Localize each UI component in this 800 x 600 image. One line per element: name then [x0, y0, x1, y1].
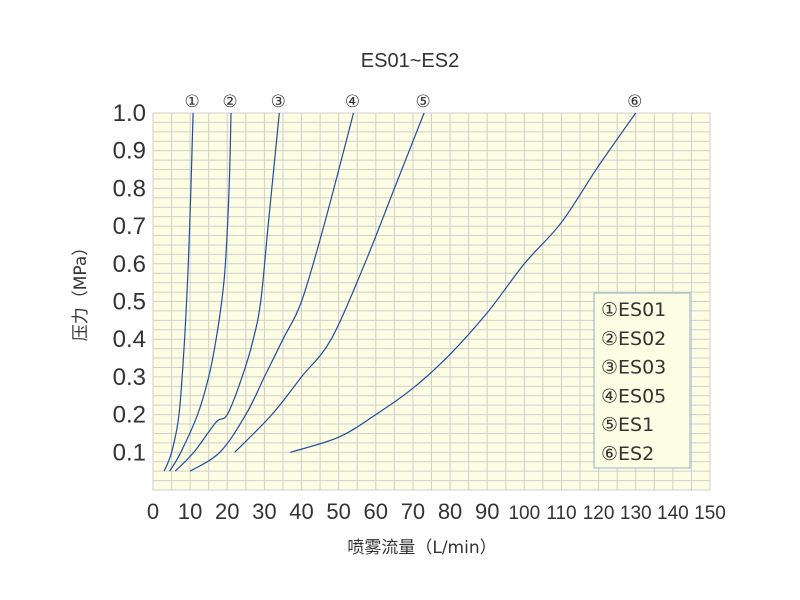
x-tick-label: 90 — [475, 499, 499, 524]
series-lines — [163, 112, 637, 472]
x-tick-label: 20 — [215, 499, 239, 524]
chart-title: ES01~ES2 — [361, 50, 459, 72]
y-tick-label: 0.3 — [113, 364, 146, 391]
curve-label: ② — [222, 92, 237, 112]
x-tick-label: 70 — [401, 499, 425, 524]
curve-label: ③ — [271, 92, 286, 112]
legend-entry: ②ES02 — [601, 328, 666, 350]
curve-label: ⑥ — [627, 92, 642, 112]
x-tick-label: 40 — [289, 499, 313, 524]
x-tick-label: 100 — [508, 503, 540, 524]
x-tick-label: 50 — [326, 499, 350, 524]
y-axis-label: 压力（MPa） — [71, 239, 91, 342]
legend-entry: ④ES05 — [601, 385, 666, 407]
series-line-5 — [234, 112, 425, 453]
series-line-4 — [189, 112, 355, 472]
y-tick-label: 0.1 — [113, 439, 146, 466]
curve-labels: ① ② ③ ④ ⑤ ⑥ — [184, 92, 642, 112]
y-tick-label: 0.2 — [113, 402, 146, 429]
x-tick-label: 0 — [147, 499, 159, 524]
y-tick-label: 0.6 — [113, 251, 146, 278]
curve-label: ④ — [345, 92, 360, 112]
y-tick-label: 0.7 — [113, 213, 146, 240]
x-axis-label: 喷雾流量（L/min） — [347, 538, 496, 558]
legend-entry: ③ES03 — [601, 357, 666, 379]
series-line-3 — [174, 112, 280, 472]
series-line-2 — [169, 112, 232, 472]
curve-label: ① — [184, 92, 199, 112]
x-tick-label: 80 — [438, 499, 462, 524]
y-tick-label: 0.4 — [113, 326, 146, 353]
curve-label: ⑤ — [415, 92, 430, 112]
x-tick-label: 30 — [252, 499, 276, 524]
legend-entry: ⑤ES1 — [601, 414, 654, 436]
x-tick-label: 110 — [546, 503, 576, 524]
legend-entry: ⑥ES2 — [601, 443, 654, 465]
tick-labels: 0 10 20 30 40 50 60 70 80 90 100 110 120 130 140 150 0.1… — [113, 100, 726, 524]
y-tick-label: 1.0 — [113, 100, 146, 127]
x-tick-label: 60 — [364, 499, 388, 524]
series-line-6 — [290, 112, 637, 453]
plot-border — [152, 112, 711, 491]
y-tick-label: 0.5 — [113, 289, 146, 316]
x-tick-label: 120 — [583, 503, 615, 524]
x-tick-label: 130 — [620, 503, 652, 524]
series-line-1 — [163, 112, 194, 472]
legend-entry: ①ES01 — [601, 299, 666, 321]
y-tick-label: 0.8 — [113, 175, 146, 202]
legend-entries: ①ES01 ②ES02 ③ES03 ④ES05 ⑤ES1 ⑥ES2 — [601, 299, 666, 465]
legend: ①ES01 ②ES02 ③ES03 ④ES05 ⑤ES1 ⑥ES2 — [593, 292, 691, 469]
y-tick-label: 0.9 — [113, 138, 146, 165]
x-tick-label: 140 — [657, 503, 689, 524]
legend-box — [593, 292, 691, 469]
x-tick-label: 150 — [694, 503, 726, 524]
x-tick-label: 10 — [178, 499, 202, 524]
